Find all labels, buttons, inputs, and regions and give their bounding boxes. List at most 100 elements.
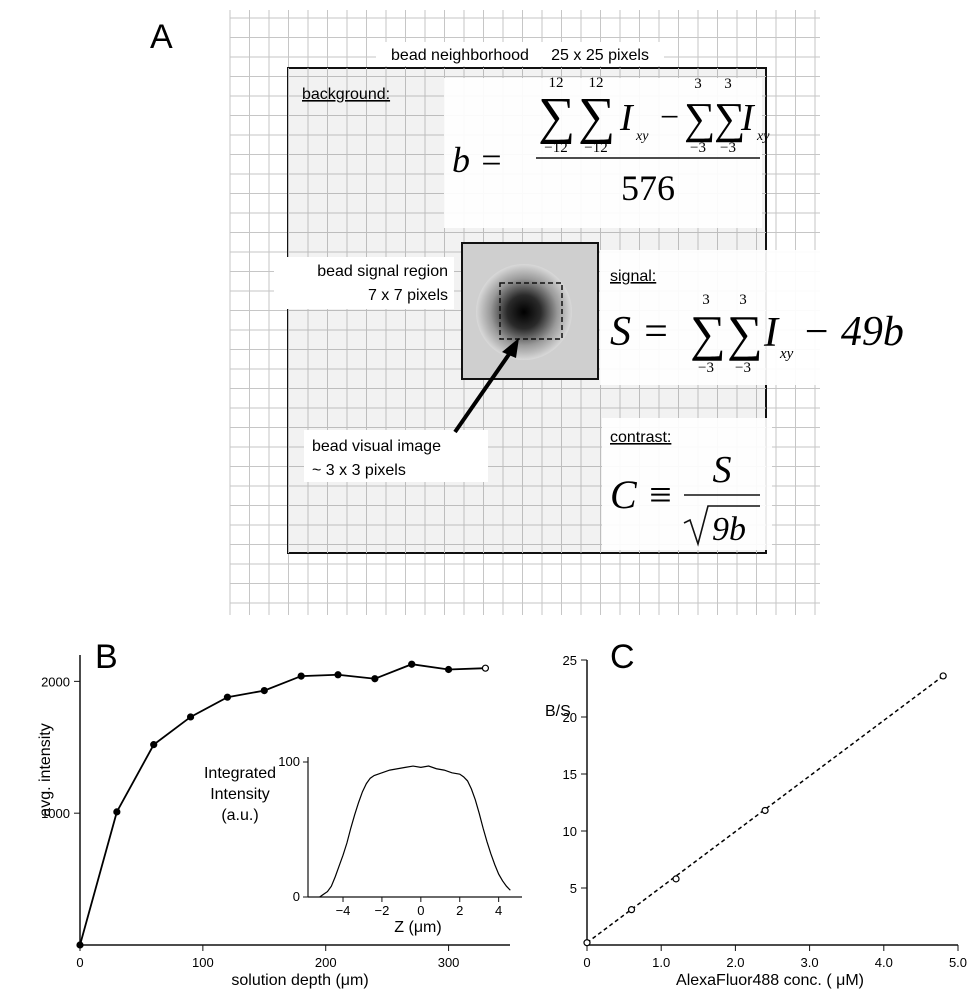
b-x-tick-label: 100 — [192, 955, 214, 970]
eq-s-lower-2: −3 — [735, 360, 751, 376]
eq-s-sub: xy — [779, 346, 794, 362]
c-x-tick-label: 2.0 — [726, 955, 744, 970]
eq-b-term-2: I — [740, 97, 756, 139]
inset-x-tick-label: 2 — [456, 903, 463, 918]
panel-a-letter: A — [150, 18, 173, 56]
inset-x-tick-label: 4 — [495, 903, 502, 918]
b-data-point — [408, 660, 416, 668]
bead-image — [476, 264, 572, 360]
pointer-arrow-head — [502, 338, 519, 358]
c-data-point — [627, 906, 636, 914]
visual-image-label-bg — [304, 430, 488, 482]
signal-eq-bg — [600, 250, 910, 385]
b-data-point — [223, 693, 232, 701]
signal-region-label-2: 7 x 7 pixels — [368, 287, 448, 304]
c-x-tick-label: 4.0 — [875, 955, 893, 970]
panel-c: C 0 1.0 2.0 3.0 4.0 5.0 5 10 15 20 25 B/S AlexaFlu… — [545, 638, 967, 989]
c-y-tick-label: 15 — [563, 767, 577, 782]
eq-b-lower-2: −12 — [584, 140, 607, 156]
eq-b-upper-3: 3 — [694, 76, 702, 92]
b-data-point — [260, 686, 268, 695]
c-y-tick-label: 25 — [563, 653, 577, 668]
inset-label-2: Intensity — [210, 786, 270, 803]
eq-b-lower-4: −3 — [720, 140, 736, 156]
inset-x-tick-label: 0 — [417, 903, 424, 918]
panel-a: A bead neighborhood 25 x 25 pixels backg… — [150, 10, 910, 615]
b-x-tick-label: 300 — [438, 955, 460, 970]
c-x-tick-label: 5.0 — [949, 955, 967, 970]
eq-b-upper-2: 12 — [589, 75, 604, 91]
b-data-point — [150, 741, 158, 749]
c-ylabel: B/S — [545, 703, 571, 720]
b-y-tick-label: 2000 — [41, 674, 70, 689]
signal-heading: signal: — [610, 268, 656, 285]
c-data-point — [761, 806, 769, 815]
inset-x-tick-label: −2 — [375, 903, 390, 918]
background-heading: background: — [302, 86, 390, 103]
eq-b-sum-4: ∑ — [714, 94, 745, 143]
eq-s-upper-2: 3 — [739, 292, 747, 308]
eq-s-tail: − 49b — [802, 309, 904, 355]
b-data-point — [76, 941, 84, 949]
eq-c-sqrt — [683, 505, 760, 547]
background-eq-bg — [444, 78, 762, 228]
eq-b-sub-1: xy — [635, 129, 649, 144]
inset-y-tick-label: 100 — [278, 754, 300, 769]
eq-s-sum-1: ∑ — [690, 305, 726, 361]
b-points — [76, 660, 490, 949]
eq-b-upper-4: 3 — [724, 76, 732, 92]
inset-y-tick-label: 0 — [293, 889, 300, 904]
signal-equation: S = ∑ ∑ 3 −3 3 −3 I xy − 49b — [610, 292, 904, 376]
b-x-tick-label: 0 — [76, 955, 83, 970]
eq-s-lower-1: −3 — [698, 360, 714, 376]
visual-image-label-2: ~ 3 x 3 pixels — [312, 462, 406, 479]
c-y-tick-label: 20 — [563, 710, 577, 725]
eq-s-term: I — [763, 310, 780, 356]
b-data-point — [186, 713, 195, 721]
eq-b-lower-3: −3 — [690, 140, 706, 156]
c-data-point — [583, 939, 591, 947]
inset-label-3: (a.u.) — [221, 807, 258, 824]
eq-s-sum-2: ∑ — [727, 305, 763, 361]
c-y-tick-label: 5 — [570, 881, 577, 896]
eq-c-lhs: C ≡ — [610, 472, 674, 517]
b-data-point — [334, 671, 342, 679]
b-y-tick-label: 1000 — [41, 806, 70, 821]
eq-b-sum-3: ∑ — [684, 94, 715, 143]
panel-c-letter: C — [610, 638, 635, 676]
c-x-tick-label: 3.0 — [801, 955, 819, 970]
bead-visual-box — [499, 282, 563, 340]
signal-region-label-1: bead signal region — [317, 263, 448, 280]
b-data-point — [113, 808, 121, 816]
c-data-point — [672, 875, 680, 883]
inset-series-line — [319, 765, 511, 898]
b-data-point — [481, 664, 490, 672]
eq-b-minus: − — [660, 99, 679, 136]
eq-b-upper-1: 12 — [549, 75, 564, 91]
c-x-tick-label: 1.0 — [652, 955, 670, 970]
background-equation: b = ∑ ∑ 12 −12 12 −12 I xy − ∑ ∑ 3 −3 3 … — [452, 75, 770, 208]
panel-b-letter: B — [95, 638, 118, 676]
eq-s-upper-1: 3 — [702, 292, 710, 308]
b-data-point — [444, 665, 453, 674]
b-series-line — [79, 663, 486, 946]
c-points — [583, 672, 947, 947]
eq-b-sub-2: xy — [756, 129, 770, 144]
contrast-eq-bg — [602, 418, 772, 550]
inset-xlabel: Z (μm) — [394, 919, 441, 936]
eq-b-sum-1: ∑ — [538, 88, 575, 145]
c-ticks: 0 1.0 2.0 3.0 4.0 5.0 5 10 15 20 25 — [563, 653, 968, 970]
b-data-point — [371, 675, 379, 683]
contrast-equation: C ≡ S 9b — [610, 449, 760, 548]
neighborhood-label-bg — [376, 42, 664, 66]
contrast-heading: contrast: — [610, 429, 671, 446]
eq-b-sum-2: ∑ — [578, 88, 615, 145]
neighborhood-label: bead neighborhood 25 x 25 pixels — [391, 47, 649, 64]
signal-region-label-bg — [274, 257, 454, 309]
c-y-tick-label: 10 — [563, 824, 577, 839]
c-data-point — [939, 672, 947, 680]
b-data-point — [297, 672, 305, 680]
